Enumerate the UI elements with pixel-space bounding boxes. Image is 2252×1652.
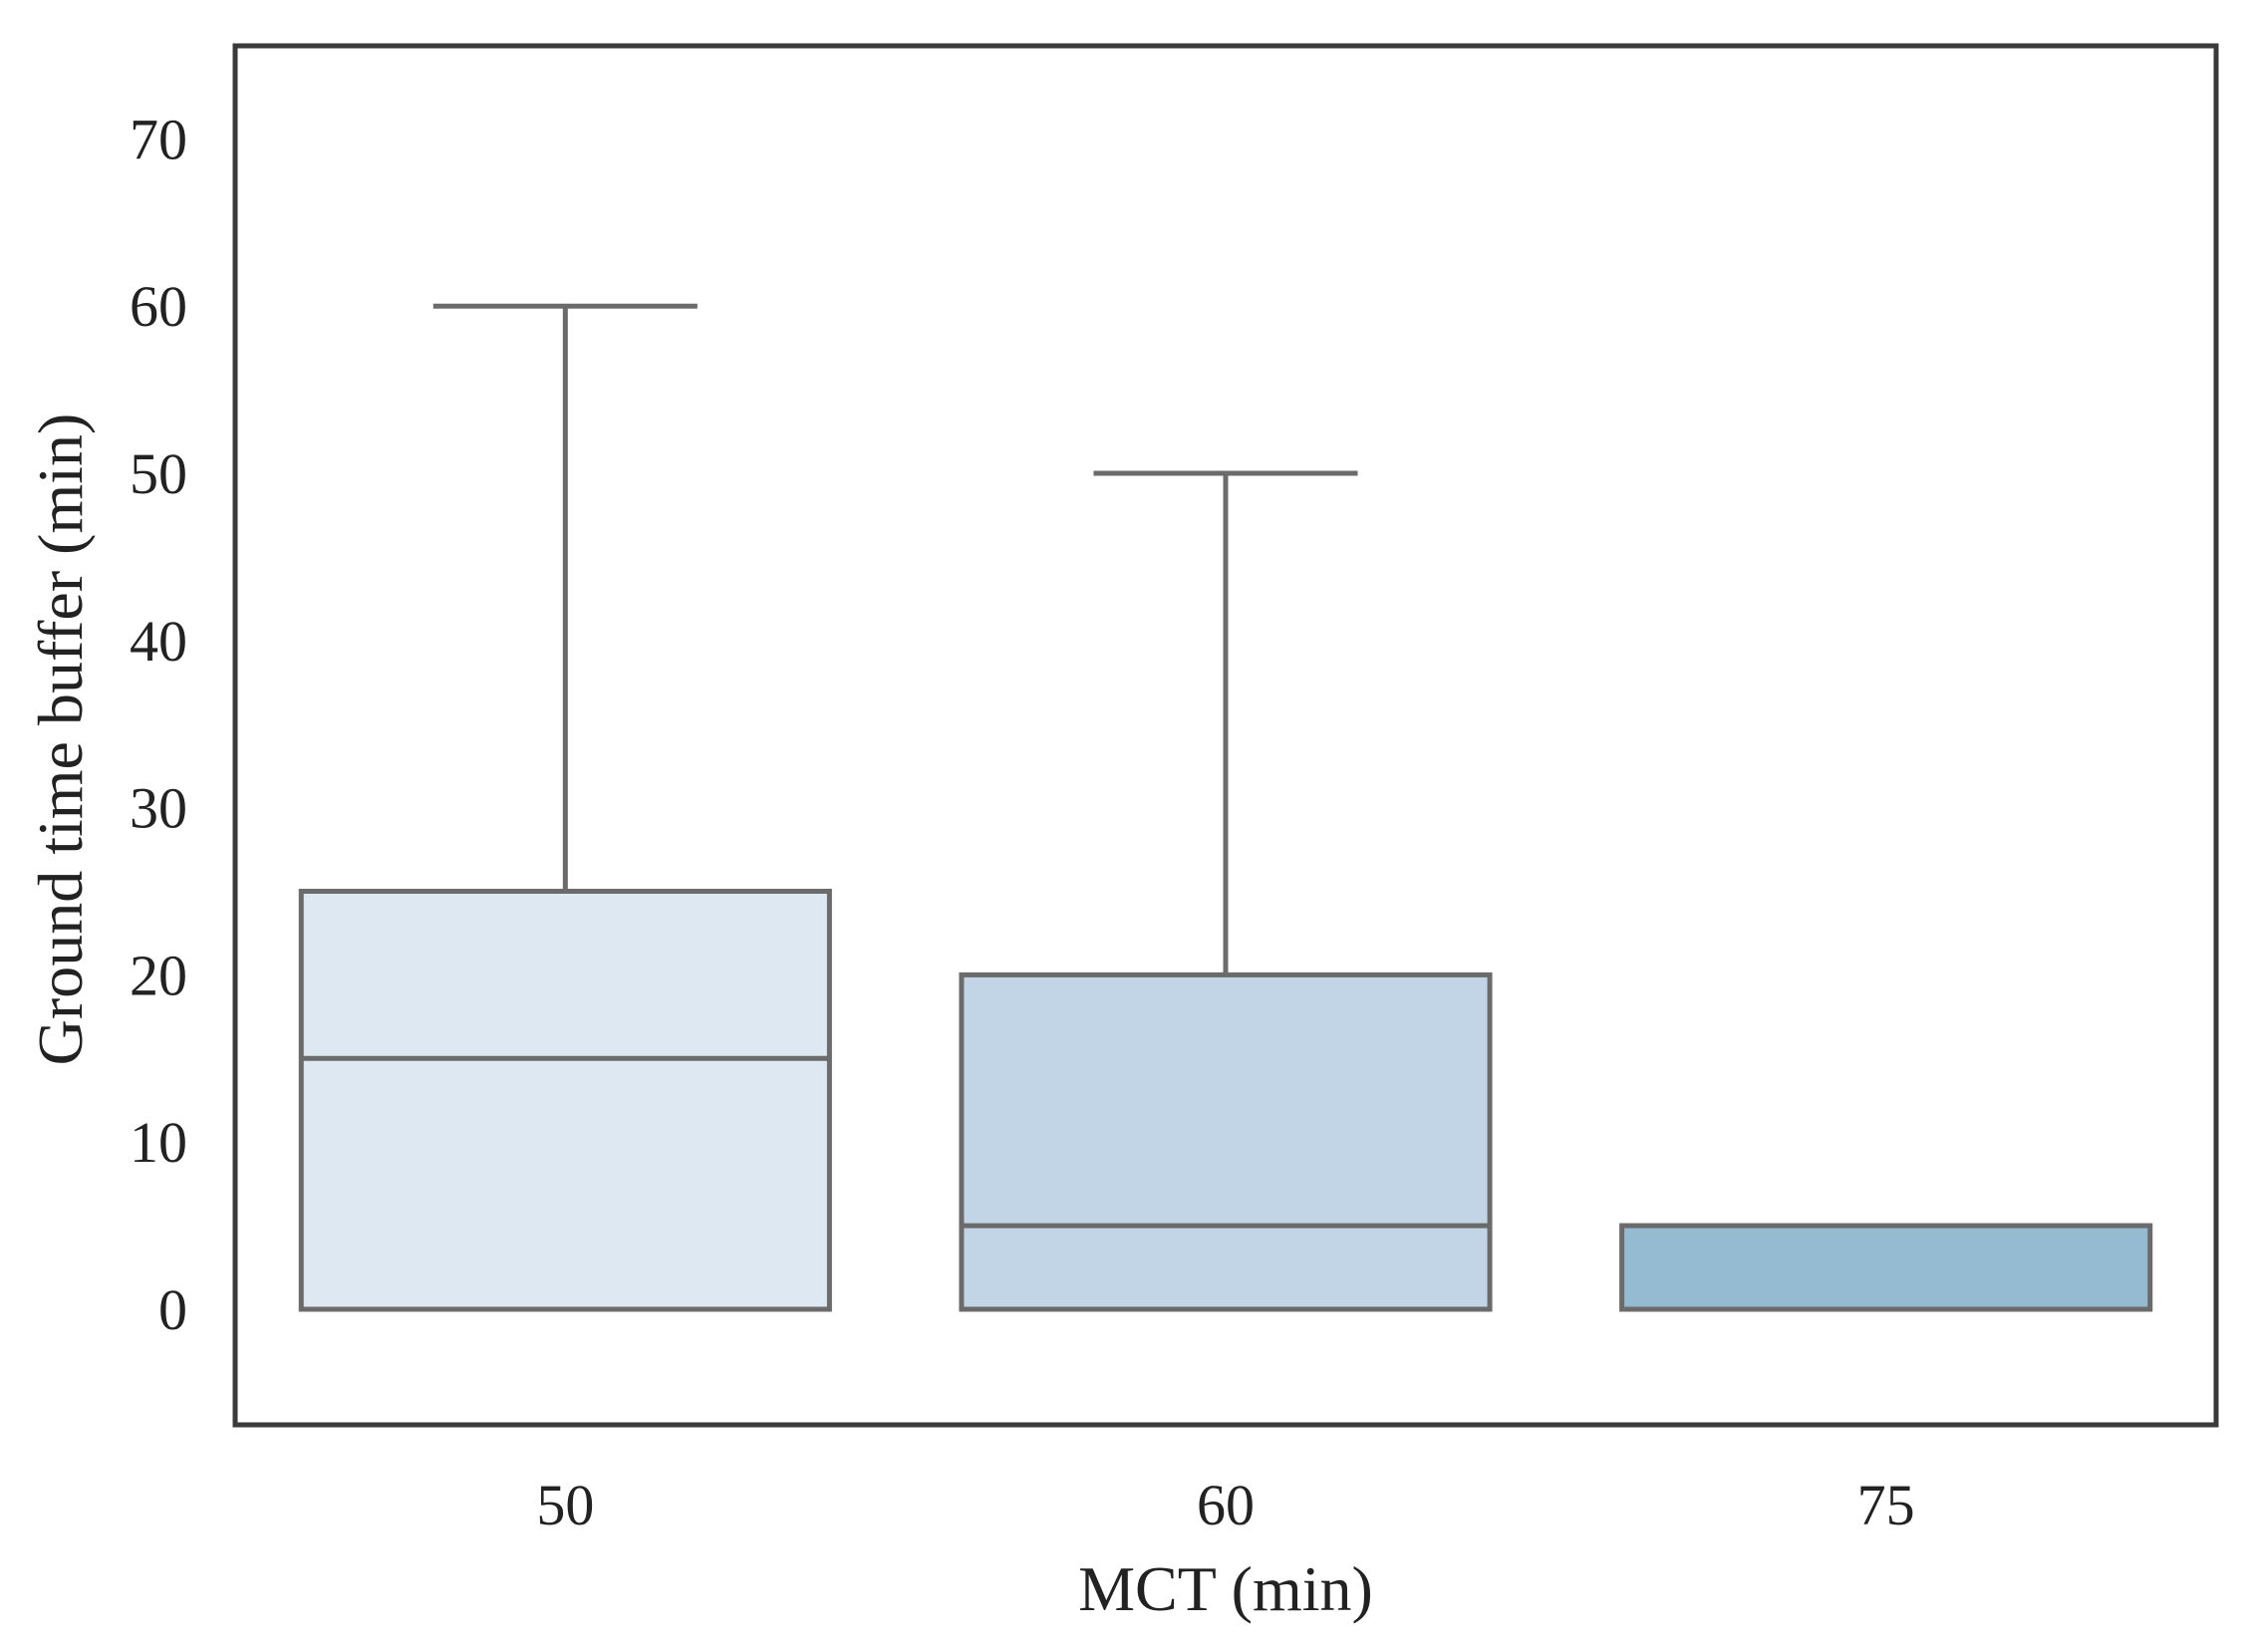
y-tick-label: 10 <box>130 1110 187 1175</box>
x-tick-label: 60 <box>1197 1473 1255 1537</box>
box-body <box>1619 1223 2153 1312</box>
y-tick-label: 20 <box>130 943 187 1007</box>
y-tick-label: 30 <box>130 776 187 841</box>
box-60 <box>959 470 1493 1312</box>
box-body <box>298 889 832 1312</box>
y-tick-label: 0 <box>158 1277 187 1342</box>
x-tick-labels: 50 60 75 <box>536 1473 1914 1537</box>
box-body <box>959 971 1493 1312</box>
x-tick-label: 50 <box>536 1473 594 1537</box>
x-axis-label: MCT (min) <box>1078 1553 1373 1624</box>
y-axis-label: Ground time buffer (min) <box>25 413 96 1066</box>
y-tick-label: 60 <box>130 274 187 339</box>
x-tick-label: 75 <box>1857 1473 1915 1537</box>
y-tick-label: 40 <box>130 609 187 674</box>
box-75 <box>1619 1223 2153 1312</box>
y-tick-label: 70 <box>130 107 187 171</box>
y-tick-labels: 0 10 20 30 40 50 60 70 <box>130 107 187 1342</box>
plot-frame <box>232 43 2219 1428</box>
y-tick-label: 50 <box>130 441 187 506</box>
box-50 <box>298 303 832 1312</box>
boxes-layer <box>298 303 2153 1312</box>
